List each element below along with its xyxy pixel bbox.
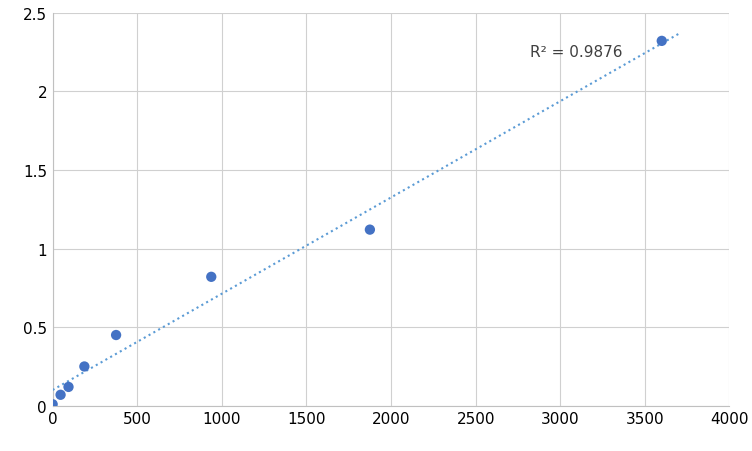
Point	[47, 401, 59, 408]
Point	[205, 274, 217, 281]
Point	[78, 363, 90, 370]
Point	[110, 331, 122, 339]
Point	[55, 391, 67, 399]
Text: R² = 0.9876: R² = 0.9876	[529, 45, 623, 60]
Point	[62, 383, 74, 391]
Point	[364, 226, 376, 234]
Point	[656, 38, 668, 46]
